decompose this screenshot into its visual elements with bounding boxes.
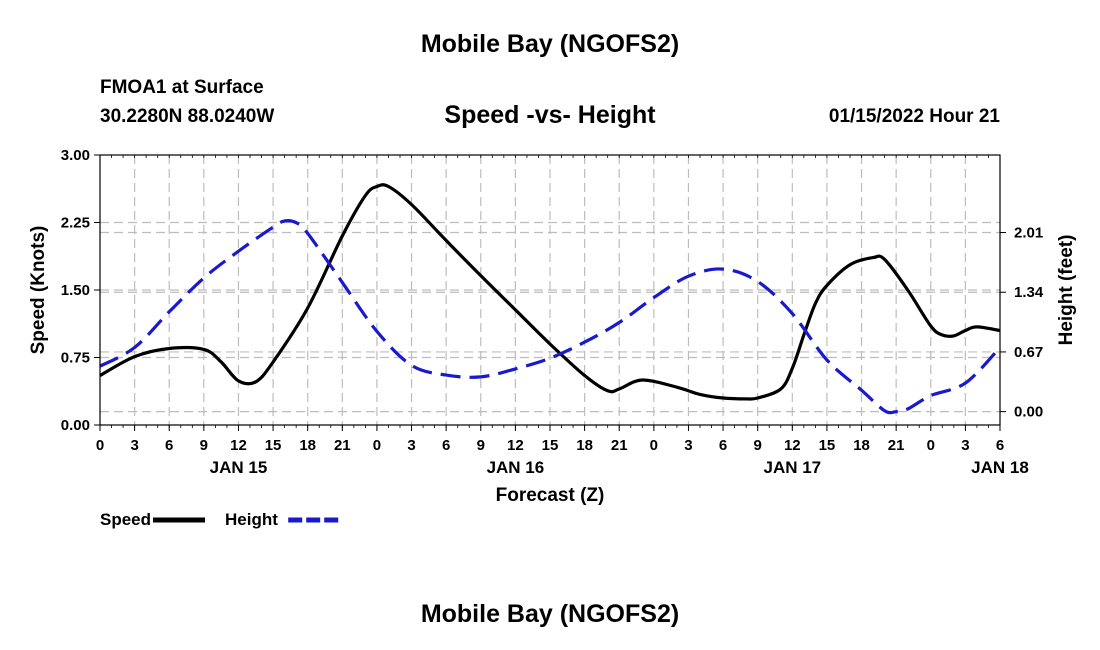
day-label: JAN 15 [210, 458, 268, 477]
grid-lines [100, 155, 1000, 425]
y-left-tick-label: 0.75 [61, 350, 90, 367]
x-tick-label: 9 [200, 437, 208, 454]
y-axis-label-left: Speed (Knots) [28, 226, 49, 355]
day-label: JAN 17 [763, 458, 821, 477]
x-tick-label: 3 [961, 437, 969, 454]
x-tick-label: 0 [927, 437, 935, 454]
legend-label-speed: Speed [100, 510, 151, 529]
x-tick-label: 3 [130, 437, 138, 454]
x-tick-label: 15 [265, 437, 282, 454]
y-left-tick-label: 0.00 [61, 417, 90, 434]
day-label: JAN 18 [971, 458, 1029, 477]
x-tick-label: 0 [373, 437, 381, 454]
y-axis-label-right: Height (feet) [1056, 235, 1077, 346]
y-right-tick-label: 1.34 [1014, 284, 1044, 301]
x-tick-label: 6 [996, 437, 1004, 454]
x-tick-label: 9 [477, 437, 485, 454]
x-tick-label: 21 [888, 437, 905, 454]
x-tick-label: 12 [507, 437, 524, 454]
x-tick-label: 21 [611, 437, 628, 454]
chart-title: Mobile Bay (NGOFS2) [420, 30, 680, 58]
x-tick-label: 0 [650, 437, 658, 454]
x-tick-label: 3 [684, 437, 692, 454]
y-right-tick-label: 2.01 [1014, 225, 1043, 242]
x-tick-label: 6 [165, 437, 173, 454]
series-line-speed [99, 183, 1001, 401]
footer-title: Mobile Bay (NGOFS2) [420, 600, 680, 628]
x-tick-label: 12 [230, 437, 247, 454]
x-tick-label: 9 [754, 437, 762, 454]
y-right-tick-label: 0.67 [1014, 344, 1043, 361]
x-axis-label: Forecast (Z) [496, 485, 605, 506]
x-tick-label: 6 [719, 437, 727, 454]
x-tick-label: 18 [576, 437, 593, 454]
legend: Speed Height [100, 510, 341, 529]
x-tick-label: 0 [96, 437, 104, 454]
chart-subtitle: Speed -vs- Height [444, 101, 656, 129]
axes: 0 3 6 9 12 15 18 21 0 3 6 9 12 15 18 21 0 3 6 9 12 15 18 21 0 3 6 J… [61, 147, 1044, 477]
y-right-tick-label: 0.00 [1014, 404, 1043, 421]
series-lines [99, 183, 1002, 415]
day-label: JAN 16 [487, 458, 545, 477]
forecast-datetime: 01/15/2022 Hour 21 [828, 106, 1000, 127]
series-line-height [99, 218, 1002, 415]
y-left-tick-label: 1.50 [61, 282, 90, 299]
x-tick-label: 18 [853, 437, 870, 454]
y-left-tick-label: 2.25 [61, 215, 90, 232]
x-tick-label: 6 [442, 437, 450, 454]
x-tick-label: 15 [819, 437, 836, 454]
y-left-tick-label: 3.00 [61, 147, 90, 164]
x-tick-label: 3 [407, 437, 415, 454]
x-tick-label: 18 [299, 437, 316, 454]
legend-label-height: Height [225, 510, 278, 529]
station-label: FMOA1 at Surface [100, 77, 264, 98]
x-tick-label: 21 [334, 437, 351, 454]
coordinates-label: 30.2280N 88.0240W [100, 106, 275, 127]
x-tick-label: 12 [784, 437, 801, 454]
x-tick-label: 15 [542, 437, 559, 454]
